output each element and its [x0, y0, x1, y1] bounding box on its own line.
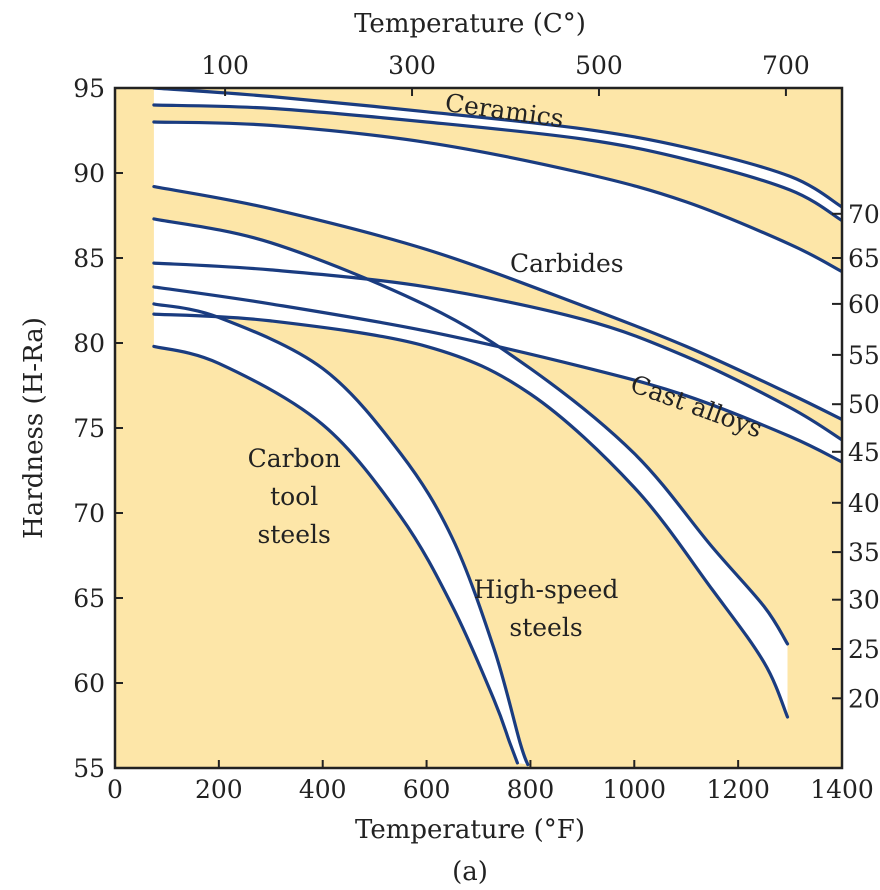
band-upper-line-cast-alloys: [152, 261, 842, 442]
band-lower-line-carbides: [152, 185, 842, 422]
x-ticks: 0 200 400 600 800 1000 1200 1400: [107, 760, 874, 804]
region-label-line: Carbides: [510, 249, 624, 278]
caption: (a): [452, 857, 488, 887]
y-tick-label: 80: [73, 329, 105, 358]
band-lower-line-cast-alloys: [152, 285, 842, 464]
y-tick-label: 60: [73, 669, 105, 698]
band-upper-line-high-speed-steels: [152, 217, 790, 646]
y-tick-label: 75: [73, 414, 105, 443]
band-fill-ceramics: [153, 88, 842, 221]
region-label-line: steels: [258, 520, 331, 549]
x2-tick-label: 300: [388, 51, 436, 80]
y2-tick-label: 55: [848, 341, 880, 370]
y2-tick-label: 45: [848, 438, 880, 467]
y2-tick-label: 50: [848, 390, 880, 419]
band-upper-line-carbon-tool-steels: [152, 302, 530, 767]
y2-tick-label: 20: [848, 684, 880, 713]
band-lower-line-carbon-tool-steels: [152, 344, 519, 765]
band-fill-high-speed-steels: [153, 218, 788, 717]
y2-tick-label: 70: [848, 200, 880, 229]
x2-tick-label: 100: [201, 51, 249, 80]
x-tick-label: 0: [107, 775, 123, 804]
x2-tick-label: 700: [762, 51, 810, 80]
x2-ticks: 100 300 500 700: [201, 51, 810, 96]
y2-tick-label: 65: [848, 244, 880, 273]
band-lines: [152, 88, 842, 767]
region-label-carbon-tool-steels: Carbon tool steels: [248, 444, 341, 549]
y2-ticks: 70 65 60 55 50 45 40 35 30 25 20: [832, 200, 880, 713]
y2-tick-label: 40: [848, 489, 880, 518]
x-tick-label: 800: [507, 775, 555, 804]
y-tick-label: 65: [73, 584, 105, 613]
region-label-high-speed-steels: High-speed steels: [474, 575, 619, 642]
region-label-carbides: Carbides: [510, 249, 624, 278]
region-label-line: High-speed: [474, 575, 619, 604]
y-tick-label: 70: [73, 499, 105, 528]
region-label-line: Carbon: [248, 444, 341, 473]
y-tick-label: 95: [73, 74, 105, 103]
band-fill-carbon-tool-steels: [153, 303, 528, 765]
region-label-line: steels: [509, 613, 582, 642]
x-tick-label: 1200: [706, 775, 770, 804]
band-upper-line-carbides: [152, 120, 842, 274]
x-tick-label: 1000: [602, 775, 666, 804]
band-lower-line-high-speed-steels: [152, 312, 790, 719]
y-ticks: 55 60 65 70 75 80 85 90 95: [73, 74, 123, 783]
x-axis-title: Temperature (°F): [355, 815, 585, 845]
y2-tick-label: 30: [848, 586, 880, 615]
y-tick-label: 85: [73, 244, 105, 273]
region-label-line: tool: [270, 482, 318, 511]
band-fill-carbides: [153, 122, 842, 420]
x2-tick-label: 500: [575, 51, 623, 80]
band-lower-line-ceramics: [152, 103, 842, 223]
y-axis-title: Hardness (H-Ra): [19, 317, 49, 539]
x-tick-label: 200: [195, 775, 243, 804]
y2-tick-label: 60: [848, 290, 880, 319]
y-tick-label: 55: [73, 754, 105, 783]
y2-tick-label: 35: [848, 538, 880, 567]
band-upper-line-ceramics: [152, 88, 842, 209]
x2-axis-title: Temperature (C°): [354, 9, 586, 39]
y-tick-label: 90: [73, 159, 105, 188]
x-tick-label: 600: [403, 775, 451, 804]
x-tick-label: 400: [299, 775, 347, 804]
x-tick-label: 1400: [810, 775, 874, 804]
y2-tick-label: 25: [848, 635, 880, 664]
